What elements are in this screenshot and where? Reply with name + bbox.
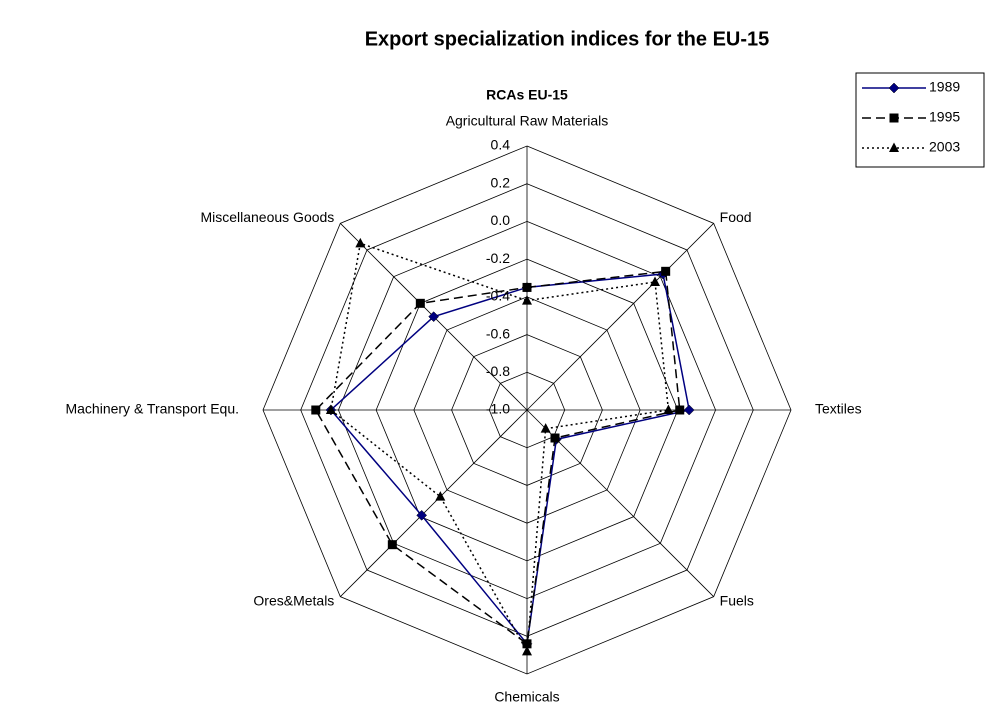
legend-box — [855, 72, 985, 168]
chart-title: Export specialization indices for the EU… — [365, 28, 770, 50]
grid — [262, 145, 792, 675]
marker — [435, 491, 446, 501]
marker — [663, 404, 674, 414]
series-line — [330, 242, 670, 654]
series-line — [329, 273, 691, 646]
category-label: Machinery & Transport Equ. — [65, 401, 239, 417]
marker — [650, 276, 661, 286]
tick-label: -1.0 — [486, 401, 510, 417]
series-layer — [311, 237, 695, 656]
marker — [522, 645, 532, 656]
category-label: Ores&Metals — [253, 592, 334, 608]
marker — [428, 311, 440, 323]
category-label: Agricultural Raw Materials — [446, 113, 609, 129]
marker — [355, 237, 366, 248]
legend-label: 1995 — [929, 109, 960, 125]
tick-label: -0.6 — [486, 325, 510, 341]
tick-label: 0.0 — [491, 212, 511, 228]
marker — [889, 113, 899, 123]
tick-label: 0.2 — [491, 174, 511, 190]
marker — [540, 423, 551, 433]
series-line — [314, 270, 681, 646]
tick-label: -0.8 — [486, 363, 510, 379]
marker — [683, 404, 695, 416]
marker — [550, 433, 560, 443]
marker — [522, 295, 532, 305]
marker — [311, 405, 321, 415]
marker — [325, 404, 336, 414]
legend-label: 1989 — [929, 79, 960, 95]
marker — [675, 405, 685, 415]
axis-spoke — [340, 409, 528, 597]
legend-label: 2003 — [929, 139, 960, 155]
marker — [661, 266, 671, 276]
marker — [888, 82, 900, 94]
marker — [522, 639, 532, 649]
marker — [387, 540, 397, 550]
category-label: Textiles — [815, 401, 862, 417]
marker — [415, 298, 425, 308]
category-label: Fuels — [720, 592, 754, 608]
category-label: Miscellaneous Goods — [200, 209, 334, 225]
marker — [522, 282, 532, 292]
chart-subtitle: RCAs EU-15 — [486, 87, 568, 103]
tick-label: -0.4 — [486, 288, 510, 304]
tick-label: -0.2 — [486, 250, 510, 266]
category-label: Food — [720, 209, 752, 225]
axis-spoke — [526, 223, 714, 411]
legend: 1989 1995 2003 — [862, 79, 960, 155]
marker — [416, 509, 428, 521]
tick-label: 0.4 — [491, 137, 511, 153]
category-label: Chemicals — [494, 689, 559, 705]
marker — [889, 142, 899, 152]
labels-layer: -1.0 -0.8 -0.6 -0.4 -0.2 0.0 0.2 0.4 Agricultura… — [65, 113, 861, 705]
